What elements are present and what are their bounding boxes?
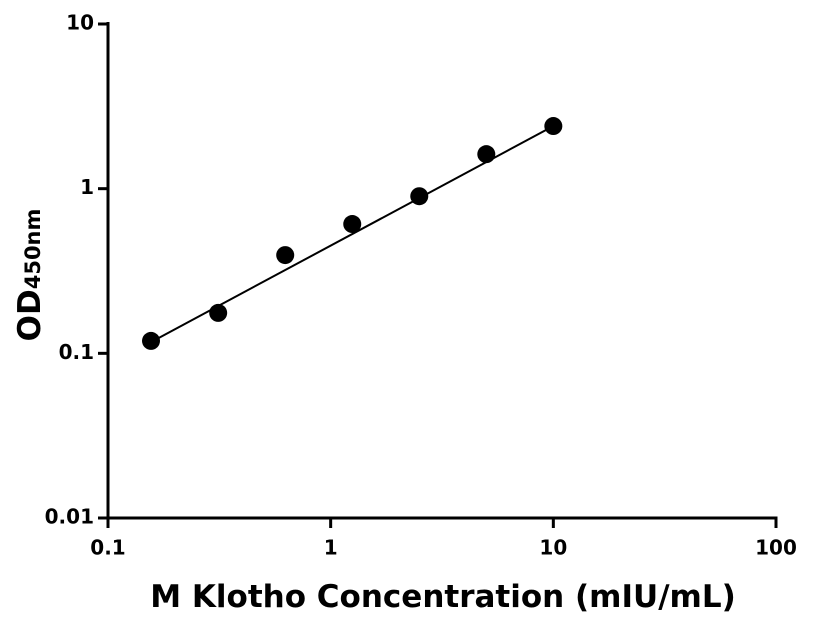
- y-axis-label-sub: 450nm: [21, 209, 45, 290]
- data-point: [343, 215, 362, 234]
- data-point: [477, 145, 496, 164]
- data-point: [410, 187, 429, 206]
- y-tick-label: 0.1: [59, 340, 94, 364]
- x-axis-label: M Klotho Concentration (mIU/mL): [150, 579, 736, 615]
- x-tick-label: 10: [539, 536, 567, 560]
- data-point: [276, 246, 295, 265]
- x-tick-label: 1: [324, 536, 338, 560]
- y-tick-label: 1: [80, 175, 94, 199]
- y-tick-label: 10: [66, 11, 94, 35]
- x-tick-label: 100: [755, 536, 797, 560]
- x-tick-label: 0.1: [90, 536, 125, 560]
- data-point: [209, 303, 228, 322]
- y-axis-label-main: OD: [12, 289, 48, 341]
- y-tick-label: 0.01: [45, 505, 94, 529]
- data-point: [142, 331, 161, 350]
- data-point: [544, 117, 563, 136]
- y-axis-label: OD450nm: [12, 209, 48, 342]
